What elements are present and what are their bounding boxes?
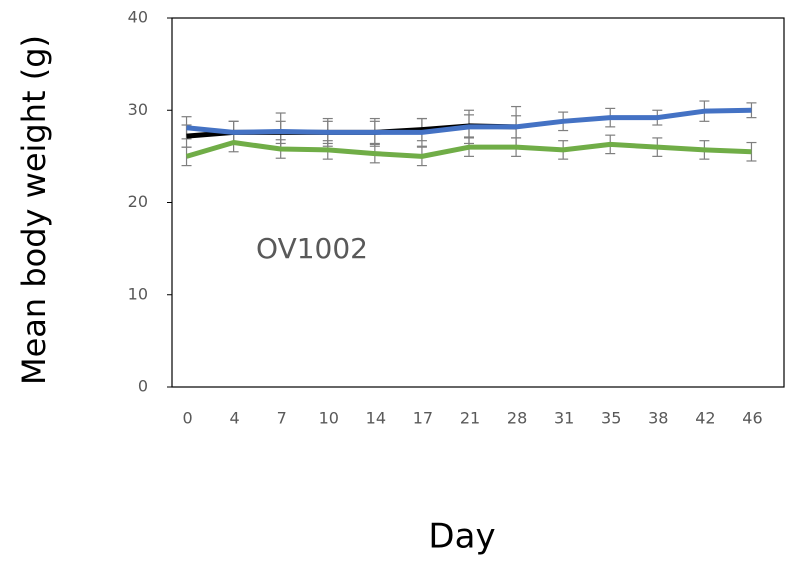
- x-tick-label: 17: [413, 409, 433, 428]
- y-tick-label: 10: [128, 284, 148, 303]
- x-tick-label: 28: [507, 409, 527, 428]
- x-axis-label: Day: [428, 517, 495, 557]
- x-tick-label: 0: [182, 409, 192, 428]
- x-tick-label: 35: [601, 409, 621, 428]
- x-tick-label: 4: [230, 409, 240, 428]
- x-tick-label: 21: [460, 409, 480, 428]
- series-line: [186, 107, 752, 135]
- y-tick-label: 0: [138, 377, 148, 396]
- annotation: OV1002: [256, 232, 368, 265]
- y-axis-label: Mean body weight (g): [15, 35, 53, 385]
- x-tick-label: 42: [695, 409, 715, 428]
- x-tick-label: 10: [319, 409, 339, 428]
- x-tick-label: 31: [554, 409, 574, 428]
- y-tick-label: 30: [128, 100, 148, 119]
- x-tick-label: 38: [648, 409, 668, 428]
- x-tick-label: 46: [742, 409, 762, 428]
- y-tick-label: 20: [128, 192, 148, 211]
- y-tick-label: 40: [128, 8, 148, 27]
- series-line: [185, 140, 752, 159]
- plot-frame: [171, 17, 785, 388]
- x-tick-label: 14: [366, 409, 386, 428]
- x-tick-label: 7: [277, 409, 287, 428]
